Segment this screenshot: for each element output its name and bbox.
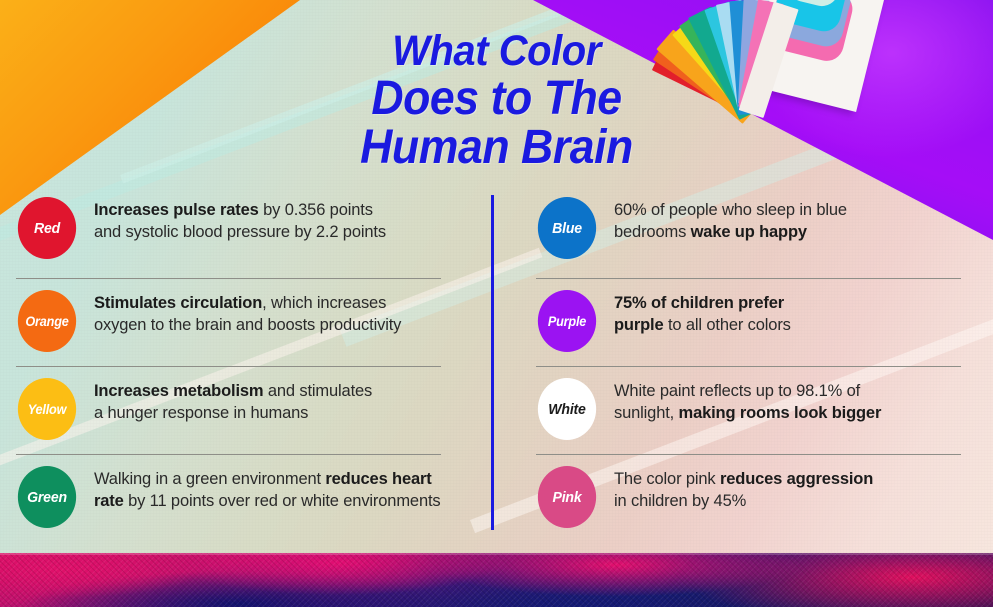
fact-text-line: The color pink reduces aggression xyxy=(614,469,961,491)
fact-text-line: and systolic blood pressure by 2.2 point… xyxy=(94,222,441,244)
fact-text-line: Increases pulse rates by 0.356 points xyxy=(94,200,441,222)
fact-text-line: oxygen to the brain and boosts productiv… xyxy=(94,315,441,337)
fact-text-line: sunlight, making rooms look bigger xyxy=(614,403,961,425)
fact-text-emphasis: purple xyxy=(614,315,664,334)
fact-text: 75% of children prefer purple to all othe… xyxy=(614,290,961,337)
fact-row: Green Walking in a green environment redu… xyxy=(16,454,441,542)
fact-text-emphasis: 75% of children prefer xyxy=(614,294,784,312)
fact-text-line: Increases metabolism and stimulates xyxy=(94,381,441,403)
fact-text-emphasis: reduces aggression xyxy=(719,470,874,488)
fact-text-line: purple to all other colors xyxy=(614,315,961,337)
fact-text-segment: in children by 45% xyxy=(614,491,747,510)
fact-text: Walking in a green environment reduces h… xyxy=(94,466,441,513)
color-badge-green: Green xyxy=(17,466,77,528)
fact-column-left: Red Increases pulse rates by 0.356 points… xyxy=(16,190,441,542)
fact-text-segment: , which increases xyxy=(262,294,387,312)
fact-text-line: Stimulates circulation, which increases xyxy=(94,293,441,315)
fact-text-segment: a hunger response in humans xyxy=(94,403,309,422)
fact-text-segment: by 11 points over red or white environme… xyxy=(123,491,441,510)
fact-text-line: bedrooms wake up happy xyxy=(614,222,961,244)
fact-text-segment: and stimulates xyxy=(263,382,373,400)
fact-text-emphasis: rate xyxy=(94,491,124,510)
canvas-weave-texture xyxy=(0,553,993,607)
color-badge-purple: Purple xyxy=(537,290,597,352)
fact-text: Increases pulse rates by 0.356 points and… xyxy=(94,197,441,244)
fact-text-segment: White paint reflects up to 98.1% of xyxy=(614,382,861,400)
column-divider xyxy=(491,195,494,530)
fact-text-line: Walking in a green environment reduces h… xyxy=(94,469,441,491)
fact-text-segment: Walking in a green environment xyxy=(94,470,326,488)
fact-text-line: a hunger response in humans xyxy=(94,403,441,425)
fact-row: Pink The color pink reduces aggression in … xyxy=(536,454,961,542)
fact-row: Orange Stimulates circulation, which incr… xyxy=(16,278,441,366)
fact-row: Red Increases pulse rates by 0.356 points… xyxy=(16,190,441,278)
fact-text-emphasis: wake up happy xyxy=(690,222,807,241)
fact-text-line: rate by 11 points over red or white envi… xyxy=(94,491,441,513)
color-badge-pink: Pink xyxy=(537,466,597,528)
fact-row: Blue 60% of people who sleep in blue bedro… xyxy=(536,190,961,278)
paint-texture-footer xyxy=(0,553,993,607)
fact-text-segment: bedrooms xyxy=(614,222,691,241)
fact-text-emphasis: Stimulates circulation xyxy=(94,294,263,312)
fact-text-emphasis: making rooms look bigger xyxy=(678,403,882,422)
fact-row: Yellow Increases metabolism and stimulate… xyxy=(16,366,441,454)
color-badge-orange: Orange xyxy=(17,290,77,352)
fact-text-line: 60% of people who sleep in blue xyxy=(614,200,961,222)
fact-text-segment: The color pink xyxy=(614,470,720,488)
fact-text-segment: 60% of people who sleep in blue xyxy=(614,201,847,219)
fact-text-segment: sunlight, xyxy=(614,403,679,422)
fact-text: Stimulates circulation, which increases o… xyxy=(94,290,441,337)
fact-text: 60% of people who sleep in blue bedrooms … xyxy=(614,197,961,244)
fact-row: White White paint reflects up to 98.1% of… xyxy=(536,366,961,454)
fact-text-segment: oxygen to the brain and boosts productiv… xyxy=(94,315,402,334)
fact-row: Purple 75% of children prefer purple to al… xyxy=(536,278,961,366)
fact-column-right: Blue 60% of people who sleep in blue bedro… xyxy=(536,190,961,542)
fact-text-line: 75% of children prefer xyxy=(614,293,961,315)
color-badge-white: White xyxy=(537,378,597,440)
fact-text-emphasis: Increases pulse rates xyxy=(94,201,259,219)
color-badge-yellow: Yellow xyxy=(17,378,77,440)
fact-columns: Red Increases pulse rates by 0.356 points… xyxy=(0,190,993,535)
fact-text-segment: to all other colors xyxy=(663,315,791,334)
fact-text: Increases metabolism and stimulates a hun… xyxy=(94,378,441,425)
fact-text-segment: and systolic blood pressure by 2.2 point… xyxy=(94,222,386,241)
color-badge-blue: Blue xyxy=(537,197,597,259)
fact-text-line: White paint reflects up to 98.1% of xyxy=(614,381,961,403)
color-badge-red: Red xyxy=(17,197,77,259)
fact-text-emphasis: reduces heart xyxy=(325,470,432,488)
fact-text-line: in children by 45% xyxy=(614,491,961,513)
fact-text: The color pink reduces aggression in chil… xyxy=(614,466,961,513)
fact-text-emphasis: Increases metabolism xyxy=(94,382,264,400)
paint-strip-edge xyxy=(0,553,993,555)
fact-text-segment: by 0.356 points xyxy=(258,201,373,219)
color-swatch-fan-icon xyxy=(596,0,936,124)
fact-text: White paint reflects up to 98.1% of sunli… xyxy=(614,378,961,425)
